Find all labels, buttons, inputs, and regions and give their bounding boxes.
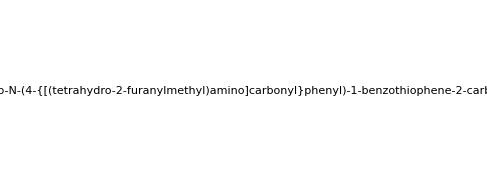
Text: 3-chloro-N-(4-{[(tetrahydro-2-furanylmethyl)amino]carbonyl}phenyl)-1-benzothioph: 3-chloro-N-(4-{[(tetrahydro-2-furanylmet… bbox=[0, 86, 487, 96]
